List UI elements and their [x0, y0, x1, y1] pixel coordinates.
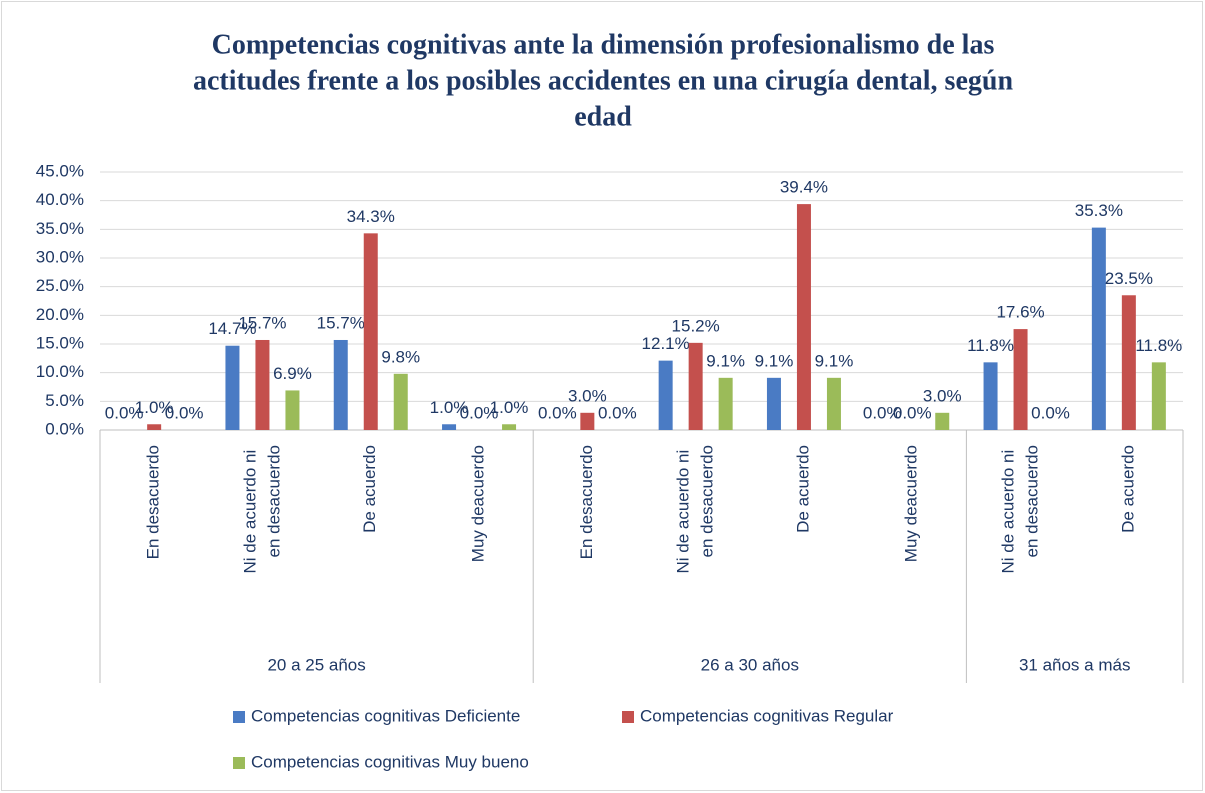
- legend-label: Competencias cognitivas Regular: [640, 706, 894, 725]
- x-tick-label: En desacuerdo: [144, 445, 163, 559]
- x-tick-label-line: Ni de acuerdo ni: [241, 445, 260, 574]
- x-tick-label-line: en desacuerdo: [265, 445, 284, 557]
- data-label: 15.7%: [317, 313, 365, 332]
- y-tick-label: 35.0%: [36, 219, 84, 238]
- data-label: 15.2%: [672, 316, 720, 335]
- bar: [502, 424, 517, 430]
- bar: [718, 377, 733, 430]
- data-label: 35.3%: [1075, 201, 1123, 220]
- data-label: 9.1%: [755, 351, 794, 370]
- chart-title: Competencias cognitivas ante la dimensió…: [212, 29, 995, 60]
- y-tick-label: 45.0%: [36, 161, 84, 180]
- group-label: 31 años a más: [1019, 655, 1131, 674]
- data-label: 0.0%: [598, 403, 637, 422]
- data-label: 0.0%: [1031, 403, 1070, 422]
- y-tick-label: 15.0%: [36, 333, 84, 352]
- data-label: 3.0%: [923, 386, 962, 405]
- legend-swatch: [233, 757, 245, 769]
- bar: [1121, 295, 1136, 430]
- data-label: 0.0%: [863, 403, 902, 422]
- data-label: 34.3%: [347, 207, 395, 226]
- bar: [1013, 329, 1028, 430]
- bar: [255, 339, 270, 430]
- data-label: 9.8%: [381, 347, 420, 366]
- data-label: 14.7%: [208, 319, 256, 338]
- data-label: 3.0%: [568, 386, 607, 405]
- bar: [796, 204, 811, 430]
- data-label: 11.8%: [1135, 336, 1182, 355]
- x-tick-label: Ni de acuerdo ni en desacuerdo: [999, 445, 1042, 574]
- x-tick-label: En desacuerdo: [577, 445, 596, 559]
- data-label: 39.4%: [780, 178, 828, 197]
- data-label: 0.0%: [538, 403, 577, 422]
- data-label: 0.0%: [165, 403, 204, 422]
- bar: [935, 412, 950, 430]
- data-label: 1.0%: [135, 398, 174, 417]
- data-label: 0.0%: [105, 403, 144, 422]
- x-tick-label: Ni de acuerdo ni en desacuerdo: [674, 445, 717, 574]
- data-label: 9.1%: [706, 351, 745, 370]
- bar: [333, 339, 348, 430]
- y-tick-label: 0.0%: [45, 419, 84, 438]
- y-tick-label: 40.0%: [36, 190, 84, 209]
- bar: [147, 424, 162, 430]
- y-tick-label: 10.0%: [36, 362, 84, 381]
- x-tick-label-line: Ni de acuerdo ni: [674, 445, 693, 574]
- data-label: 12.1%: [642, 334, 690, 353]
- legend-swatch: [233, 711, 245, 723]
- data-label: 1.0%: [430, 398, 469, 417]
- bar: [363, 233, 378, 430]
- data-label: 6.9%: [273, 364, 312, 383]
- y-tick-label: 25.0%: [36, 276, 84, 295]
- bar: [1151, 362, 1166, 430]
- bar: [393, 373, 408, 430]
- data-label: 0.0%: [460, 403, 499, 422]
- bar: [766, 377, 781, 430]
- chart-title: actitudes frente a los posibles accident…: [193, 65, 1013, 96]
- bar: [1091, 227, 1106, 430]
- x-tick-label: Muy deacuerdo: [902, 445, 921, 562]
- chart-title: edad: [574, 101, 632, 132]
- x-tick-label-line: en desacuerdo: [698, 445, 717, 557]
- x-tick-label: Ni de acuerdo ni en desacuerdo: [241, 445, 284, 574]
- data-label: 9.1%: [815, 351, 854, 370]
- bar: [442, 424, 457, 430]
- bar: [688, 342, 703, 430]
- data-label: 15.7%: [238, 313, 286, 332]
- legend-swatch: [622, 711, 634, 723]
- group-label: 20 a 25 años: [267, 655, 365, 674]
- bar: [826, 377, 841, 430]
- x-tick-label: De acuerdo: [1118, 445, 1137, 533]
- x-tick-label: De acuerdo: [360, 445, 379, 533]
- bar: [225, 345, 240, 430]
- data-label: 1.0%: [490, 398, 529, 417]
- x-tick-label-line: Ni de acuerdo ni: [999, 445, 1018, 574]
- data-label: 23.5%: [1105, 269, 1153, 288]
- legend-label: Competencias cognitivas Deficiente: [251, 706, 520, 725]
- bar: [658, 360, 673, 430]
- bar: [285, 390, 300, 430]
- bar: [983, 362, 998, 430]
- x-tick-label-line: en desacuerdo: [1023, 445, 1042, 557]
- data-label: 0.0%: [893, 403, 932, 422]
- group-label: 26 a 30 años: [701, 655, 799, 674]
- x-tick-label: Muy deacuerdo: [469, 445, 488, 562]
- data-label: 11.8%: [967, 336, 1014, 355]
- y-tick-label: 5.0%: [45, 391, 84, 410]
- x-tick-label: De acuerdo: [793, 445, 812, 533]
- y-tick-label: 20.0%: [36, 305, 84, 324]
- y-tick-label: 30.0%: [36, 247, 84, 266]
- data-label: 17.6%: [996, 303, 1044, 322]
- legend-label: Competencias cognitivas Muy bueno: [251, 752, 529, 771]
- bar: [580, 412, 595, 430]
